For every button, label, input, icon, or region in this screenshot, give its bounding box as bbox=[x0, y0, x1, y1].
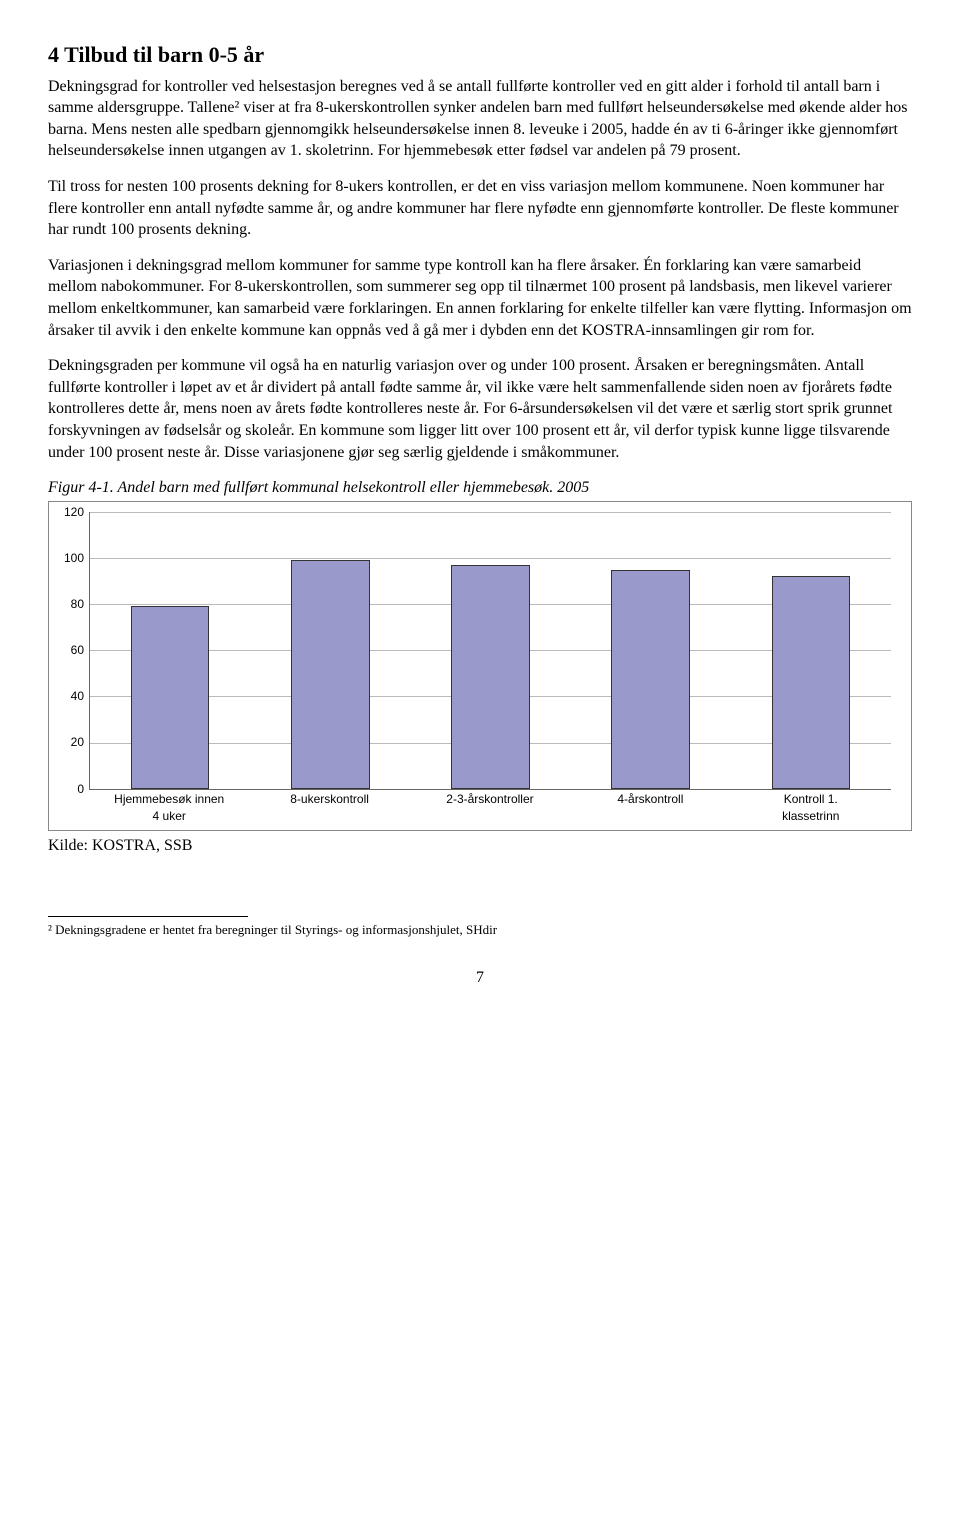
footnote-text: ² Dekningsgradene er hentet fra beregnin… bbox=[48, 921, 912, 939]
chart-bar bbox=[131, 606, 209, 788]
chart-y-tick-label: 60 bbox=[56, 642, 84, 658]
chart-x-tick-label: 2-3-årskontroller bbox=[434, 791, 546, 823]
chart-x-tick-label: Hjemmebesøk innen 4 uker bbox=[113, 791, 225, 823]
chart-x-labels: Hjemmebesøk innen 4 uker 8-ukerskontroll 2… bbox=[89, 791, 891, 823]
chart-source: Kilde: KOSTRA, SSB bbox=[48, 835, 912, 857]
chart-bar bbox=[291, 560, 369, 789]
chart-plot-area: 020406080100120 bbox=[89, 512, 891, 790]
chart-bar bbox=[772, 576, 850, 788]
bar-chart: 020406080100120 Hjemmebesøk innen 4 uker… bbox=[48, 501, 912, 831]
chart-bar-slot bbox=[595, 512, 707, 789]
chart-bar bbox=[451, 565, 529, 789]
chart-bar-slot bbox=[114, 512, 226, 789]
chart-bar bbox=[611, 570, 689, 789]
chart-x-tick-label: Kontroll 1. klassetrinn bbox=[755, 791, 867, 823]
chart-y-tick-label: 40 bbox=[56, 688, 84, 704]
chart-bar-slot bbox=[274, 512, 386, 789]
figure-caption: Figur 4-1. Andel barn med fullført kommu… bbox=[48, 477, 912, 499]
body-paragraph: Dekningsgraden per kommune vil også ha e… bbox=[48, 355, 912, 463]
chart-y-tick-label: 20 bbox=[56, 735, 84, 751]
chart-bar-slot bbox=[755, 512, 867, 789]
chart-bar-slot bbox=[434, 512, 546, 789]
chart-x-tick-label: 8-ukerskontroll bbox=[273, 791, 385, 823]
body-paragraph: Variasjonen i dekningsgrad mellom kommun… bbox=[48, 255, 912, 341]
chart-y-tick-label: 0 bbox=[56, 781, 84, 797]
body-paragraph: Dekningsgrad for kontroller ved helsesta… bbox=[48, 76, 912, 162]
chart-bars bbox=[90, 512, 891, 789]
page-number: 7 bbox=[48, 967, 912, 989]
chart-y-tick-label: 80 bbox=[56, 596, 84, 612]
chart-y-tick-label: 120 bbox=[56, 504, 84, 520]
chart-x-tick-label: 4-årskontroll bbox=[594, 791, 706, 823]
section-heading: 4 Tilbud til barn 0-5 år bbox=[48, 40, 912, 70]
footnote-separator bbox=[48, 916, 248, 917]
chart-y-tick-label: 100 bbox=[56, 550, 84, 566]
body-paragraph: Til tross for nesten 100 prosents deknin… bbox=[48, 176, 912, 241]
